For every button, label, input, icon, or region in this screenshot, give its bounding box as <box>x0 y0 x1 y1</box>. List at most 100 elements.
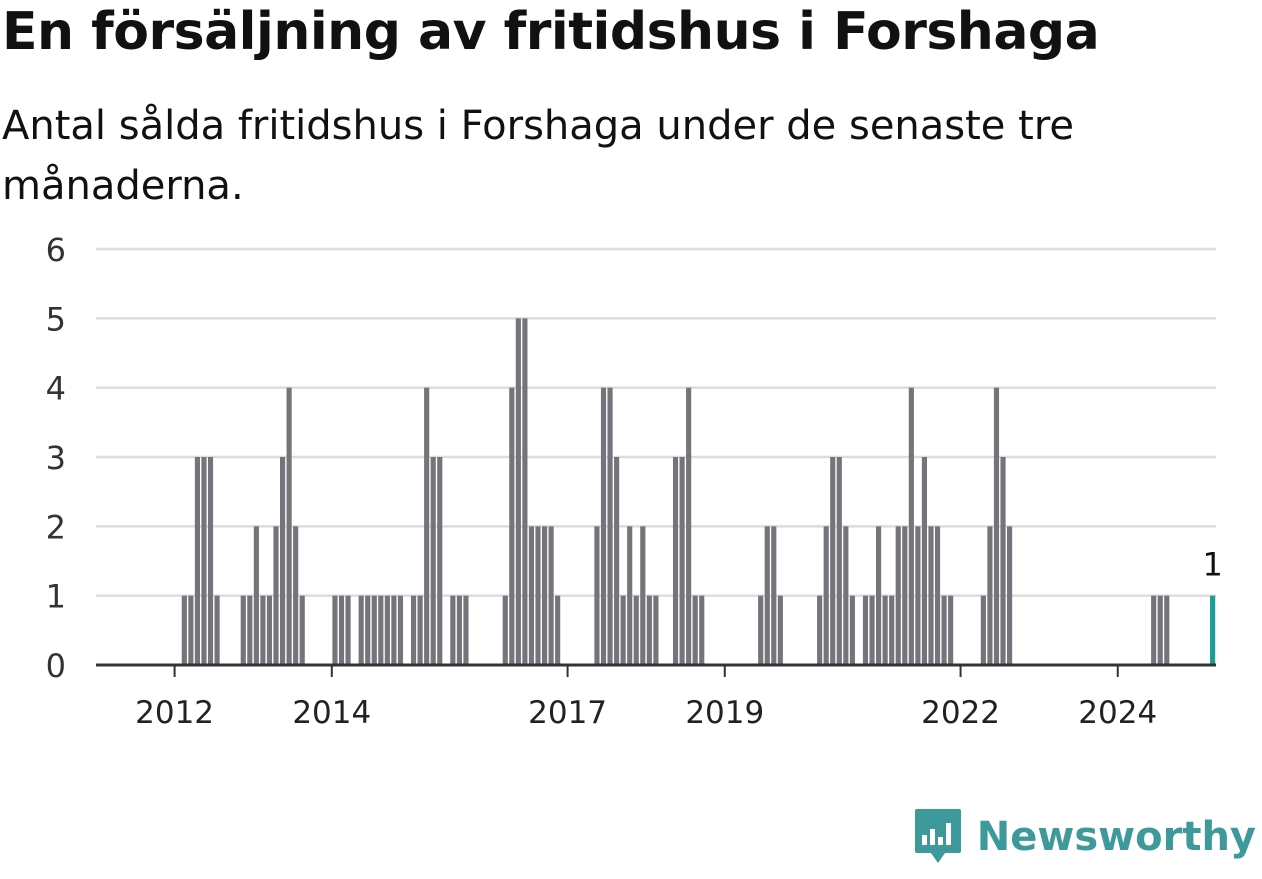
bar <box>882 595 888 665</box>
bar <box>371 595 377 665</box>
bar <box>862 595 869 665</box>
bar <box>902 526 908 665</box>
bar <box>889 595 895 665</box>
bar <box>1210 595 1216 665</box>
bar <box>273 526 279 665</box>
bar <box>640 526 646 665</box>
bar <box>522 318 528 665</box>
bar <box>600 387 607 665</box>
bar <box>378 595 384 665</box>
bar <box>424 387 430 665</box>
x-tick-label: 2019 <box>685 695 764 731</box>
bar <box>345 595 351 665</box>
x-axis-ticks: 2012 2014 2017 2019 2022 2024 <box>135 665 1157 731</box>
bar <box>869 595 875 665</box>
bar <box>915 526 921 665</box>
bar <box>764 526 770 665</box>
chart-subtitle: Antal sålda fritidshus i Forshaga under … <box>2 103 1074 209</box>
chart-title: En försäljning av fritidshus i Forshaga <box>2 2 1100 62</box>
bars <box>181 318 1216 665</box>
bar <box>823 526 829 665</box>
bar <box>535 526 541 665</box>
brand-name: Newsworthy <box>976 814 1256 860</box>
bar <box>253 526 259 665</box>
bar <box>1000 457 1006 665</box>
bar <box>260 595 266 665</box>
bar <box>397 595 404 665</box>
bar <box>391 595 397 665</box>
bar <box>555 595 561 665</box>
bar <box>463 595 469 665</box>
bar <box>1151 595 1157 665</box>
bar <box>895 526 901 665</box>
data-labels: 1 <box>1203 546 1223 584</box>
bar <box>934 526 941 665</box>
bar <box>338 595 345 665</box>
bar <box>686 387 692 665</box>
bar <box>332 595 338 665</box>
bar <box>771 526 777 665</box>
bar <box>437 457 443 665</box>
newsworthy-logo-icon <box>914 809 961 863</box>
bar <box>515 318 521 665</box>
y-tick-label: 5 <box>46 300 66 338</box>
bar <box>509 387 515 665</box>
bar <box>279 457 286 665</box>
bar <box>1164 595 1170 665</box>
bar <box>247 595 253 665</box>
bar <box>679 457 685 665</box>
x-tick-label: 2022 <box>921 695 1000 731</box>
bar <box>980 595 986 665</box>
x-tick-label: 2012 <box>135 695 214 731</box>
bar <box>207 457 214 665</box>
y-tick-label: 1 <box>46 578 66 616</box>
bar <box>188 595 194 665</box>
gridlines <box>96 247 1216 597</box>
bar <box>843 526 849 665</box>
bar <box>528 526 535 665</box>
x-tick-label: 2017 <box>528 695 607 731</box>
y-tick-label: 3 <box>46 439 66 477</box>
bar <box>692 595 698 665</box>
bar <box>607 387 613 665</box>
y-tick-label: 4 <box>46 370 66 408</box>
bar <box>266 595 273 665</box>
bar <box>365 595 371 665</box>
bar <box>699 595 705 665</box>
x-tick-label: 2014 <box>292 695 371 731</box>
bar <box>830 457 836 665</box>
bar <box>286 387 292 665</box>
bar <box>817 595 823 665</box>
bar <box>614 457 620 665</box>
x-tick-label: 2024 <box>1078 695 1157 731</box>
bar <box>456 595 462 665</box>
bar <box>987 526 993 665</box>
bar <box>181 595 187 665</box>
bar <box>541 526 548 665</box>
bar <box>384 595 390 665</box>
bar <box>201 457 207 665</box>
bar <box>921 457 928 665</box>
bar <box>299 595 305 665</box>
bar <box>928 526 934 665</box>
bar <box>594 526 600 665</box>
y-tick-label: 6 <box>46 231 66 269</box>
bar <box>358 595 364 665</box>
bar <box>948 595 954 665</box>
bar <box>646 595 652 665</box>
bar <box>240 595 246 665</box>
bar <box>214 595 220 665</box>
bar <box>849 595 855 665</box>
data-label: 1 <box>1203 546 1223 584</box>
brand-logo: Newsworthy <box>913 807 1256 867</box>
bar <box>1157 595 1163 665</box>
bar <box>548 526 554 665</box>
bar <box>777 595 783 665</box>
bar <box>1007 526 1013 665</box>
bar <box>908 387 914 665</box>
bar <box>502 595 508 665</box>
bar <box>633 595 639 665</box>
bar <box>876 526 882 665</box>
bar <box>993 387 1000 665</box>
